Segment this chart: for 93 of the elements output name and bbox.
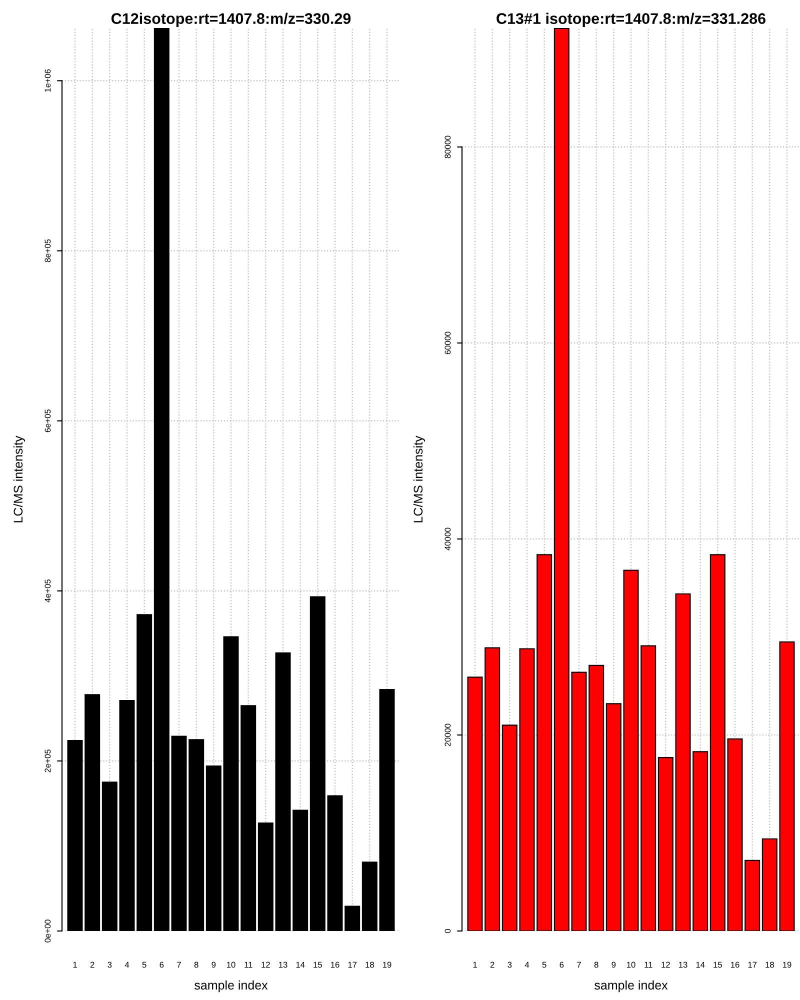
chart-title: C12isotope:rt=1407.8:m/z=330.29 [111, 12, 351, 28]
x-tick-label: 16 [331, 962, 340, 968]
bar [136, 614, 152, 931]
bar [554, 28, 570, 931]
x-tick-label: 19 [783, 962, 792, 968]
x-tick-label: 8 [194, 962, 198, 968]
y-tick-label: 2e+05 [44, 750, 51, 772]
bar [292, 810, 308, 931]
x-tick-label: 17 [348, 962, 357, 968]
bar [640, 645, 656, 931]
y-tick-label: 0e+00 [44, 920, 51, 942]
bar [588, 664, 604, 931]
bar [188, 739, 204, 931]
x-tick-label: 18 [366, 962, 374, 968]
x-tick-label: 19 [383, 962, 392, 968]
bar [362, 862, 378, 931]
x-tick-label: 14 [296, 962, 305, 968]
bar [606, 703, 622, 931]
chart-title: C13#1 isotope:rt=1407.8:m/z=331.286 [496, 12, 766, 28]
x-axis-title: sample index [194, 980, 268, 992]
x-tick-label: 9 [612, 962, 616, 968]
y-tick-label: 6e+05 [44, 409, 51, 432]
y-axis-title: LC/MS intensity [413, 436, 426, 522]
x-tick-label: 13 [679, 962, 688, 968]
x-tick-label: 15 [314, 962, 322, 968]
y-tick-label: 4e+05 [44, 580, 51, 602]
bar [379, 688, 395, 931]
y-tick-label: 60000 [444, 332, 451, 354]
bar [623, 570, 639, 931]
x-tick-label: 3 [508, 962, 512, 968]
x-tick-label: 1 [73, 962, 77, 968]
y-axis-title: LC/MS intensity [13, 436, 26, 522]
bar [240, 705, 256, 931]
x-tick-label: 17 [748, 962, 757, 968]
x-tick-label: 16 [731, 962, 740, 968]
x-tick-label: 18 [766, 962, 774, 968]
y-tick-label: 80000 [444, 136, 451, 158]
x-tick-label: 8 [594, 962, 598, 968]
bar [519, 648, 535, 931]
y-tick-label: 1e+06 [44, 69, 51, 92]
bar [84, 694, 100, 931]
bar [154, 28, 170, 931]
y-tick-label: 0 [444, 929, 451, 933]
bar [344, 906, 360, 931]
y-tick-label: 8e+05 [44, 239, 51, 262]
x-tick-label: 4 [524, 962, 530, 968]
x-tick-label: 10 [627, 962, 636, 968]
bar [536, 554, 552, 931]
bar [275, 652, 291, 931]
bar [675, 593, 691, 931]
x-tick-label: 11 [244, 962, 252, 968]
x-tick-label: 2 [490, 962, 494, 968]
x-tick-label: 6 [560, 962, 564, 968]
x-tick-label: 11 [644, 962, 652, 968]
x-tick-label: 4 [124, 962, 130, 968]
x-tick-label: 5 [142, 962, 146, 968]
bar [571, 672, 587, 931]
x-tick-label: 7 [177, 962, 181, 968]
bar [744, 860, 760, 931]
bar [67, 740, 83, 931]
bar [710, 554, 726, 931]
bar [206, 765, 222, 931]
x-tick-label: 13 [279, 962, 288, 968]
bar [779, 641, 795, 931]
bar [467, 676, 483, 931]
bar [327, 795, 343, 931]
bar [258, 822, 274, 931]
bar [658, 756, 674, 931]
bar [102, 782, 118, 931]
bar [762, 838, 778, 931]
x-tick-label: 14 [696, 962, 705, 968]
bar [484, 647, 500, 931]
x-tick-label: 5 [542, 962, 546, 968]
x-tick-label: 12 [662, 962, 670, 968]
x-tick-label: 12 [262, 962, 270, 968]
x-axis-title: sample index [594, 980, 668, 992]
x-tick-label: 15 [714, 962, 722, 968]
x-tick-label: 2 [90, 962, 94, 968]
x-tick-label: 7 [577, 962, 581, 968]
bar [692, 751, 708, 931]
x-tick-label: 6 [160, 962, 164, 968]
x-tick-label: 10 [227, 962, 236, 968]
y-tick-label: 20000 [444, 724, 451, 746]
bar [502, 724, 518, 931]
y-tick-label: 40000 [444, 528, 451, 550]
bar [171, 736, 187, 931]
bar [727, 738, 743, 931]
bar [223, 636, 239, 931]
x-tick-label: 9 [212, 962, 216, 968]
bar [310, 596, 326, 931]
bar [119, 700, 135, 931]
x-tick-label: 1 [473, 962, 477, 968]
x-tick-label: 3 [108, 962, 112, 968]
